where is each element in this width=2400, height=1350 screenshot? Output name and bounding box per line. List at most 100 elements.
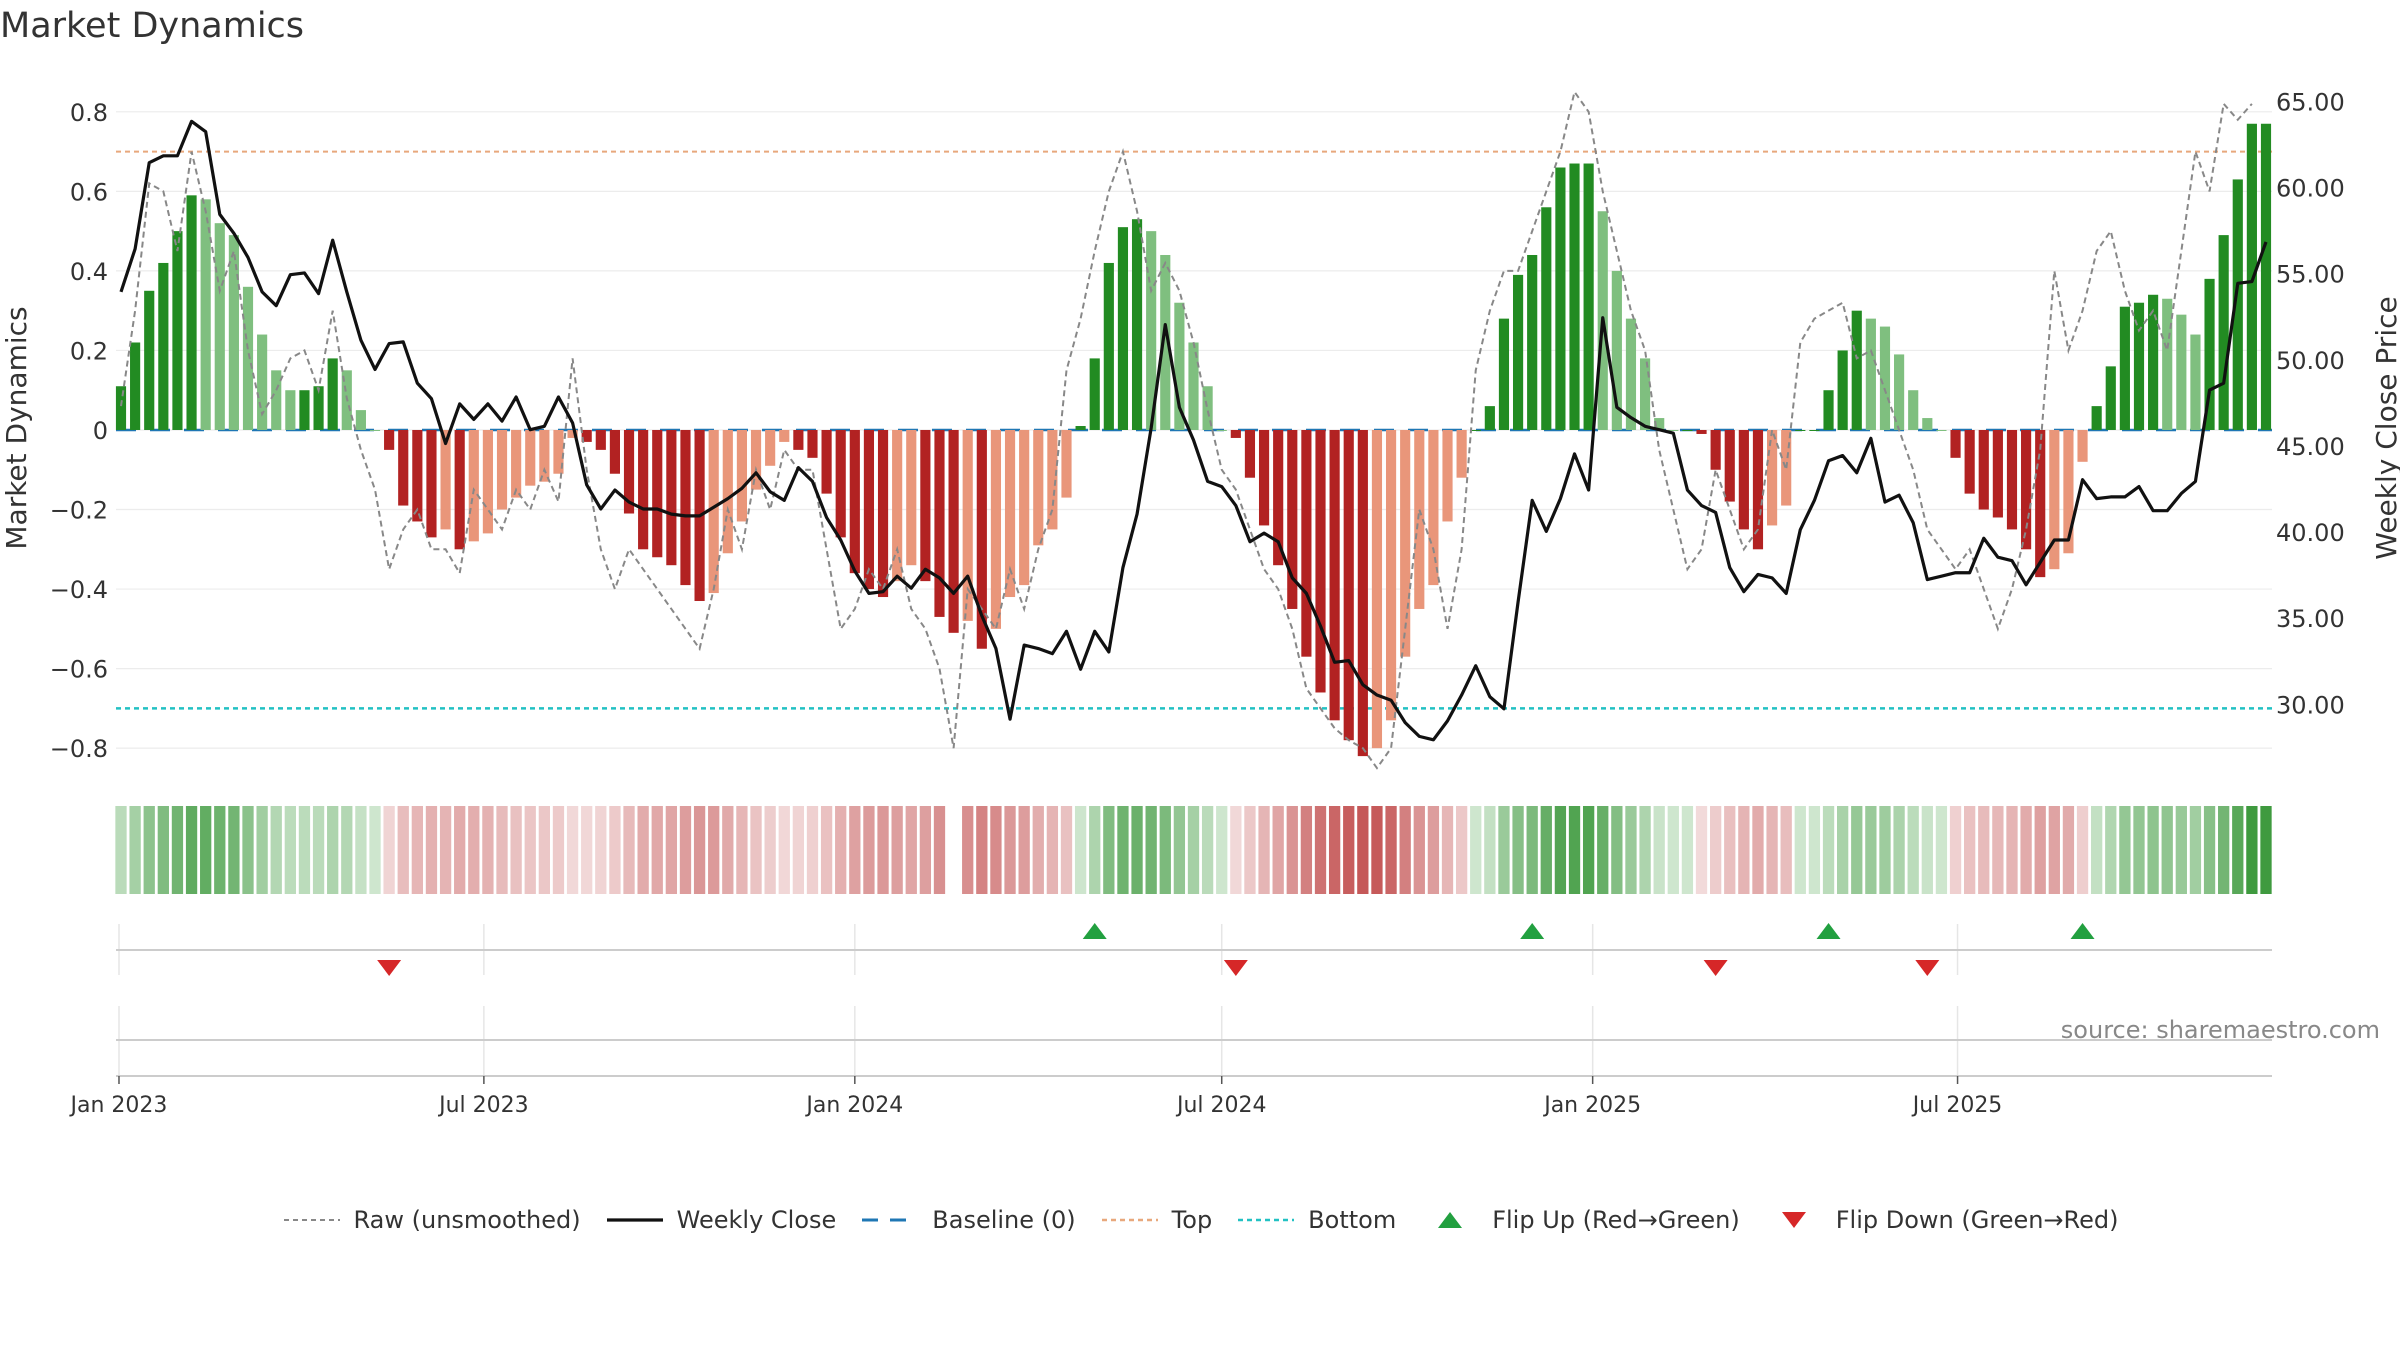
strip-cell: [750, 806, 762, 894]
strip-cell: [2105, 806, 2117, 894]
strip-cell: [1286, 806, 1298, 894]
md-bar: [1682, 429, 1693, 431]
y2-tick-label: 35.00: [2276, 605, 2345, 633]
y-tick-label: −0.4: [50, 576, 108, 604]
md-bar: [736, 429, 748, 522]
flip-panel: [116, 923, 2272, 976]
md-bar: [1329, 429, 1340, 721]
strip-cell: [327, 806, 339, 894]
empty-panel: Jan 2023 Jul 2023 Jan 2024 Jul 2024 Jan 2025…: [69, 1006, 2272, 1118]
md-bar: [2148, 294, 2159, 430]
y-tick-label: −0.2: [50, 497, 108, 525]
strip-cell: [962, 806, 974, 894]
close-legend-symbol: [606, 1218, 663, 1222]
legend-item-bottom: Bottom: [1236, 1206, 1396, 1234]
strip-cell: [2161, 806, 2173, 894]
md-bar: [680, 429, 691, 586]
strip-cell: [1526, 806, 1538, 894]
strip-cell: [2218, 806, 2230, 894]
flip-down-marker: [1703, 960, 1728, 976]
strip-cell: [905, 806, 917, 894]
strip-cell: [2006, 806, 2018, 894]
md-bar: [426, 429, 437, 538]
strip-cell: [1187, 806, 1200, 894]
md-bar: [892, 429, 903, 582]
strip-cell: [411, 806, 423, 894]
strip-cell: [1724, 806, 1736, 894]
strip-cell: [355, 806, 367, 894]
top-legend-symbol: [1101, 1218, 1158, 1222]
strip-cell: [877, 806, 889, 894]
strip-cell: [1455, 806, 1468, 894]
md-bar: [285, 390, 296, 430]
strip-cell: [1893, 806, 1905, 894]
md-bar: [1216, 429, 1227, 431]
md-bar: [158, 262, 169, 430]
strip-cell: [609, 806, 621, 894]
md-bar: [877, 429, 889, 598]
strip-cell: [1484, 806, 1496, 894]
strip-cell: [933, 806, 946, 894]
md-bar: [1950, 429, 1961, 458]
flip-up-marker: [1520, 923, 1545, 939]
strip-cell: [1639, 806, 1651, 894]
strip-cell: [891, 806, 903, 894]
strip-cell: [2062, 806, 2075, 894]
strip-cell: [1117, 806, 1129, 894]
strip-cell: [1258, 806, 1270, 894]
md-bar: [1964, 429, 1975, 494]
md-bar: [200, 199, 211, 430]
strip-cell: [1399, 806, 1411, 894]
strip-cell: [736, 806, 748, 894]
md-bar: [2232, 179, 2243, 430]
strip-cell: [256, 806, 268, 894]
strip-cell: [312, 806, 325, 894]
strip-cell: [1060, 806, 1073, 894]
md-bar: [1371, 429, 1383, 749]
md-bar: [1244, 429, 1256, 478]
strip-cell: [1709, 806, 1722, 894]
md-bar: [1019, 429, 1030, 586]
strip-cell: [397, 806, 409, 894]
md-bar: [1442, 429, 1453, 522]
strip-cell: [1004, 806, 1016, 894]
strip-cell: [863, 806, 875, 894]
flip-down-marker: [1223, 960, 1248, 976]
y2-tick-label: 60.00: [2276, 175, 2345, 203]
md-bar: [172, 231, 183, 430]
strip-cell: [2119, 806, 2131, 894]
strip-cell: [1851, 806, 1863, 894]
md-bar: [807, 429, 818, 458]
strip-cell: [270, 806, 282, 894]
strip-cell: [1385, 806, 1397, 894]
strip-cell: [1554, 806, 1567, 894]
y-tick-label: 0.2: [70, 337, 108, 365]
strip-cell: [1568, 806, 1581, 894]
md-bar: [708, 429, 719, 594]
md-bar: [1174, 302, 1185, 430]
md-bar: [1865, 318, 1876, 430]
strip-cell: [2175, 806, 2187, 894]
strip-cell: [1738, 806, 1750, 894]
y2-tick-label: 45.00: [2276, 433, 2345, 461]
md-bar: [1625, 318, 1637, 430]
strip-cell: [298, 806, 311, 894]
md-bar: [271, 370, 282, 430]
weekly-close-line: [119, 119, 2268, 742]
md-bar: [1512, 274, 1524, 430]
flip-up-marker: [2070, 923, 2095, 939]
strip-cell: [1695, 806, 1708, 894]
md-bar: [2105, 366, 2116, 430]
strip-cell: [1794, 806, 1806, 894]
md-bar: [1654, 418, 1665, 430]
legend-item-flip_up: Flip Up (Red→Green): [1420, 1206, 1740, 1234]
md-bar: [2260, 123, 2272, 430]
strip-cell: [454, 806, 466, 894]
md-bar: [496, 429, 508, 510]
strip-cell: [1046, 806, 1059, 894]
strip-cell: [1470, 806, 1482, 894]
md-bar: [1400, 429, 1411, 657]
legend-item-top: Top: [1100, 1206, 1212, 1234]
raw-unsmoothed-line: [120, 89, 2253, 770]
